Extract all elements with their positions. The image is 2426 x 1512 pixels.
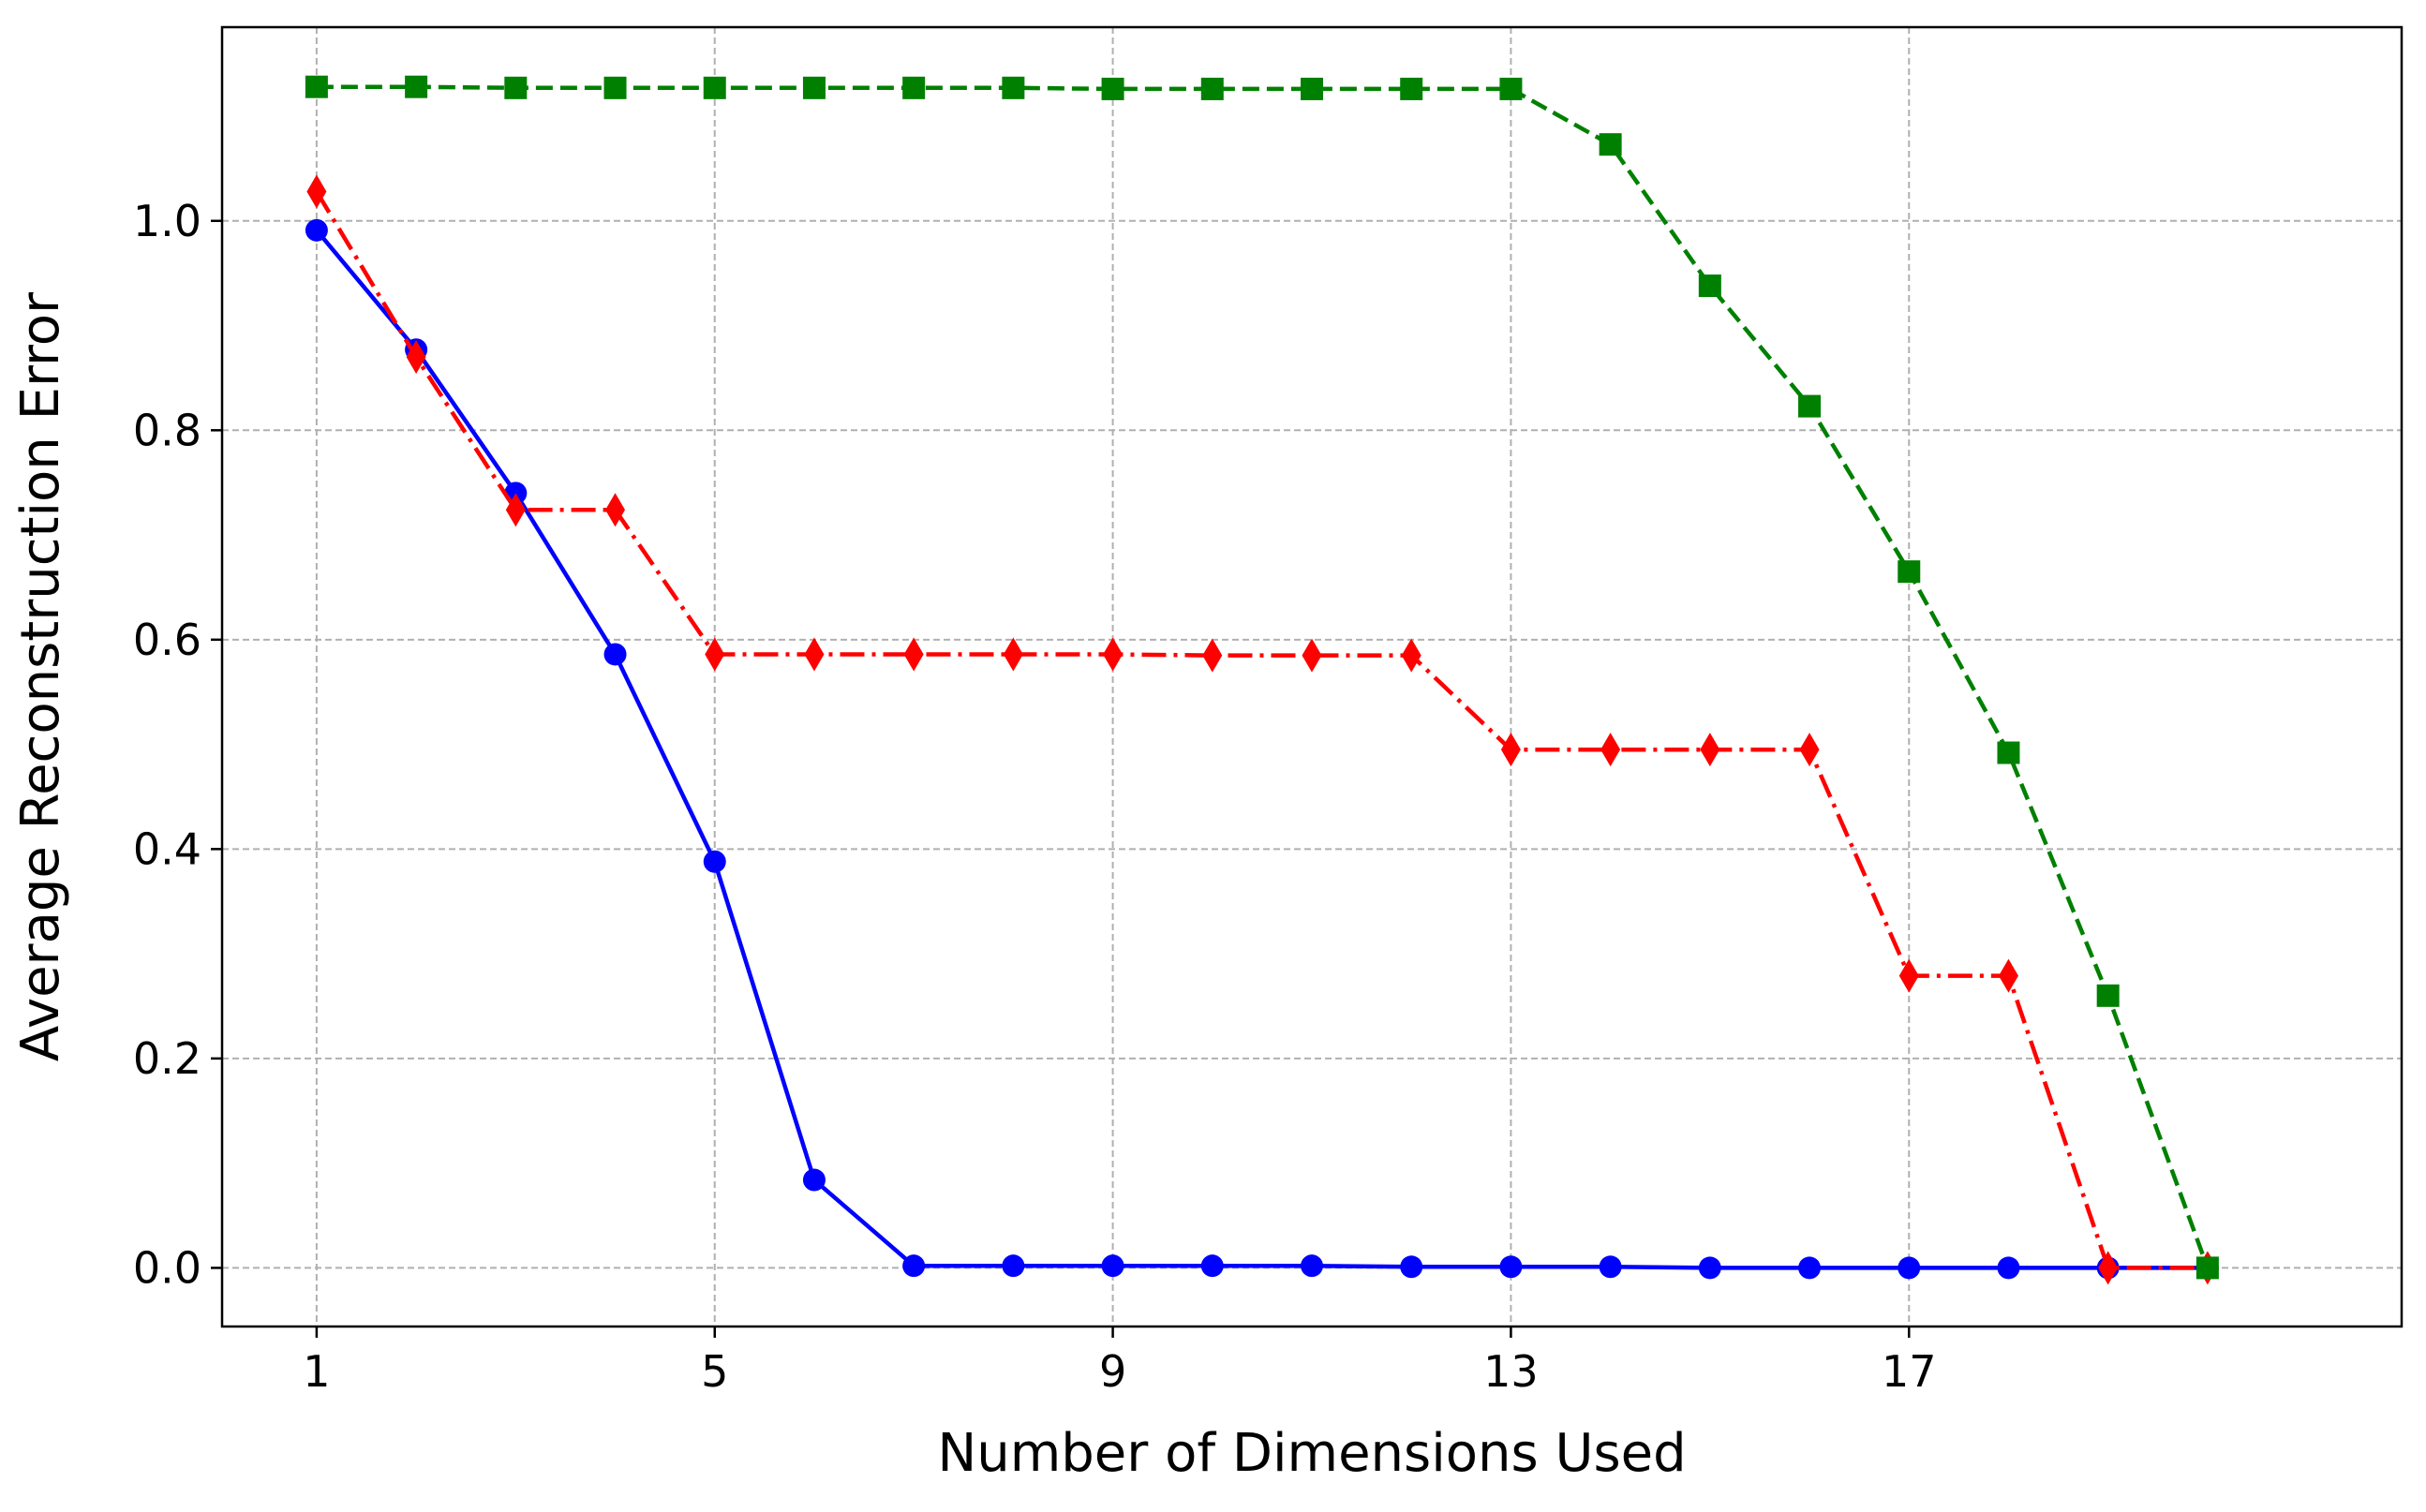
data-point	[1400, 77, 1423, 100]
data-point	[1002, 1254, 1025, 1278]
data-point	[1101, 77, 1124, 100]
data-point	[802, 76, 826, 99]
data-point	[1101, 1254, 1124, 1278]
data-point	[1003, 637, 1023, 672]
y-tick-label: 0.4	[133, 823, 201, 874]
data-point	[1599, 1255, 1622, 1279]
series-3	[305, 75, 2219, 1280]
x-tick-label: 9	[1099, 1346, 1126, 1397]
series-line	[314, 190, 2208, 1270]
data-point	[605, 493, 626, 527]
data-point	[504, 76, 528, 99]
data-point	[406, 340, 426, 375]
data-point	[505, 493, 526, 527]
data-point	[1200, 77, 1224, 100]
data-point	[2096, 984, 2120, 1007]
x-axis-label: Number of Dimensions Used	[937, 1423, 1686, 1484]
data-point	[703, 850, 726, 873]
data-point	[1997, 741, 2020, 764]
x-tick-label: 5	[701, 1346, 728, 1397]
data-point	[1401, 638, 1421, 673]
data-point	[705, 637, 725, 672]
y-tick-label: 0.6	[133, 615, 201, 665]
data-series	[305, 75, 2219, 1285]
y-tick-label: 1.0	[133, 196, 201, 246]
data-point	[1798, 1256, 1822, 1280]
data-point	[1698, 274, 1721, 298]
data-point	[1600, 733, 1621, 767]
data-point	[1103, 637, 1124, 672]
data-point	[305, 218, 328, 242]
x-tick-label: 17	[1882, 1346, 1937, 1397]
data-point	[902, 76, 926, 99]
data-point	[802, 1168, 826, 1192]
x-tick-label: 13	[1483, 1346, 1539, 1397]
data-point	[1301, 1254, 1323, 1278]
y-tick-label: 0.8	[133, 405, 201, 455]
data-point	[1400, 1255, 1423, 1279]
data-point	[1202, 638, 1223, 673]
data-point	[405, 75, 428, 98]
data-point	[1700, 733, 1720, 767]
data-point	[1799, 733, 1820, 767]
data-point	[1997, 1256, 2020, 1280]
data-point	[306, 174, 327, 209]
data-point	[1898, 560, 1921, 584]
axis-ticks: 1 5 9 13 17 0.0 0.2 0.4 0.6 0.8 1.0	[133, 196, 1937, 1397]
data-point	[1798, 394, 1822, 418]
data-point	[1301, 77, 1323, 100]
data-point	[1302, 638, 1322, 673]
data-point	[305, 75, 328, 98]
y-tick-label: 0.2	[133, 1033, 201, 1084]
data-point	[703, 76, 726, 99]
data-point	[1499, 77, 1523, 100]
y-tick-label: 0.0	[133, 1242, 201, 1293]
data-point	[1200, 1254, 1224, 1278]
data-point	[902, 1254, 926, 1278]
data-point	[1002, 76, 1025, 99]
data-point	[2098, 1251, 2119, 1285]
data-point	[1499, 1255, 1523, 1279]
data-point	[1998, 958, 2018, 993]
data-point	[1698, 1256, 1721, 1280]
data-point	[2195, 1256, 2219, 1280]
series-line	[315, 229, 2208, 1270]
data-point	[1599, 133, 1622, 156]
data-point	[804, 637, 825, 672]
x-tick-label: 1	[303, 1346, 330, 1397]
series-1	[305, 218, 2219, 1280]
data-point	[1898, 958, 1919, 993]
data-point	[603, 76, 627, 99]
data-point	[1500, 733, 1521, 767]
y-axis-label: Average Reconstruction Error	[10, 291, 71, 1061]
data-point	[603, 643, 627, 666]
data-point	[1898, 1256, 1921, 1280]
plot-area-frame	[220, 25, 2404, 1328]
data-point	[903, 637, 924, 672]
